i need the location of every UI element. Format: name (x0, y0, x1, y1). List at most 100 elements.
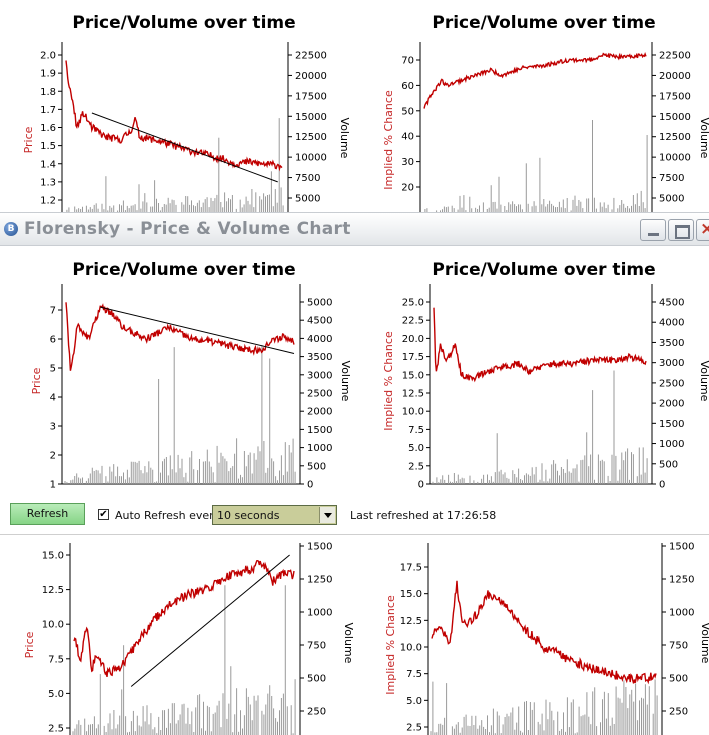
price-chart-1: 2.0 1.9 1.8 1.7 1.6 1.5 1.4 1.3 1.2 22500 20000 175… (22, 42, 351, 212)
y-tick-label: 4 (50, 393, 56, 404)
y-tick-label: 7 (50, 306, 56, 317)
interval-dropdown[interactable]: 10 seconds (212, 505, 337, 525)
volume-tick-label: 250 (307, 707, 326, 718)
auto-refresh-label: Auto Refresh every (115, 509, 221, 522)
volume-tick-label: 20000 (295, 71, 327, 82)
volume-axis-label: Volume (339, 361, 352, 402)
volume-tick-label: 15000 (659, 112, 691, 123)
volume-tick-label: 5000 (659, 194, 684, 205)
volume-tick-label: 4000 (307, 334, 332, 345)
volume-tick-label: 3000 (307, 370, 332, 381)
window-titlebar[interactable]: B Florensky - Price & Volume Chart (0, 212, 709, 246)
y-tick-label: 50 (401, 106, 414, 117)
volume-tick-label: 4000 (659, 318, 684, 329)
minimize-button[interactable] (640, 219, 666, 241)
y-tick-label: 12.5 (402, 389, 424, 400)
volume-tick-label: 12500 (295, 132, 327, 143)
chevron-down-icon[interactable] (319, 507, 335, 523)
volume-tick-label: 1250 (307, 575, 332, 586)
volume-tick-label: 1000 (307, 443, 332, 454)
price-line (65, 302, 295, 371)
y-tick-label: 1.9 (40, 69, 56, 80)
y-tick-label: 1.4 (40, 159, 56, 170)
volume-tick-label: 2000 (659, 399, 684, 410)
y-tick-label: 12.5 (400, 616, 422, 627)
volume-tick-label: 1000 (307, 608, 332, 619)
y-tick-label: 15.0 (42, 551, 64, 562)
chance-chart-1: 70 60 50 40 30 20 22500 20000 17500 15000 12500 100… (382, 42, 709, 212)
y-tick-label: 10.0 (402, 407, 424, 418)
trend-line (130, 554, 290, 687)
volume-tick-label: 17500 (659, 91, 691, 102)
volume-tick-label: 1500 (307, 542, 332, 553)
y-tick-label: 2.5 (408, 461, 424, 472)
y-tick-label: 17.5 (402, 352, 424, 363)
volume-axis-label: Volume (698, 361, 709, 402)
chance-chart-2: 25.0 22.5 20.0 17.5 15.0 12.5 10.0 7.5 5.0 2.5 0 45… (382, 284, 709, 491)
volume-tick-label: 4500 (307, 316, 332, 327)
refresh-button[interactable]: Refresh (10, 503, 85, 525)
price-line (423, 51, 647, 109)
y-axis-label: Implied % Chance (382, 331, 395, 431)
volume-tick-label: 10000 (659, 153, 691, 164)
y-tick-label: 7.5 (408, 425, 424, 436)
y-tick-label: 1.8 (40, 87, 56, 98)
chart-title: Price/Volume over time (72, 260, 295, 280)
y-tick-label: 20.0 (402, 334, 424, 345)
y-tick-label: 1.7 (40, 105, 56, 116)
y-tick-label: 2 (50, 451, 56, 462)
y-tick-label: 17.5 (400, 563, 422, 574)
volume-tick-label: 2500 (307, 389, 332, 400)
y-tick-label: 5.0 (48, 689, 64, 700)
y-tick-label: 2.5 (406, 723, 422, 734)
close-button[interactable] (696, 219, 709, 241)
y-tick-label: 1.2 (40, 196, 56, 207)
interval-value: 10 seconds (217, 509, 280, 522)
window-title: Florensky - Price & Volume Chart (24, 219, 351, 239)
trend-line (91, 112, 278, 183)
y-tick-label: 10.0 (42, 620, 64, 631)
volume-axis-label: Volume (338, 118, 351, 159)
volume-tick-label: 15000 (295, 112, 327, 123)
auto-refresh-checkbox[interactable]: ✔ (98, 509, 109, 520)
trend-line (100, 306, 295, 354)
volume-tick-label: 1500 (659, 419, 684, 430)
y-tick-label: 5 (50, 364, 56, 375)
volume-tick-label: 3500 (307, 352, 332, 363)
chart-title: Price/Volume over time (432, 13, 655, 33)
volume-tick-label: 250 (669, 707, 688, 718)
price-chart-3: 15.0 12.5 10.0 7.5 5.0 2.5 1500 1250 1000 750 500 2… (23, 542, 355, 735)
y-tick-label: 25.0 (402, 298, 424, 309)
volume-tick-label: 2500 (659, 378, 684, 389)
price-line (65, 60, 283, 172)
volume-tick-label: 5000 (295, 194, 320, 205)
chart-panel-main: Price/Volume over time Price/Volume over… (0, 246, 709, 502)
y-axis-label: Price (23, 631, 36, 658)
y-tick-label: 1.6 (40, 123, 56, 134)
volume-tick-label: 12500 (659, 132, 691, 143)
volume-tick-label: 0 (659, 480, 665, 491)
volume-tick-label: 750 (307, 641, 326, 652)
volume-tick-label: 0 (307, 480, 313, 491)
volume-axis-label: Volume (698, 118, 709, 159)
chart-panel-top: Price/Volume over time Price/Volume over… (0, 0, 709, 212)
volume-tick-label: 2000 (307, 407, 332, 418)
chart-panel-bottom: 15.0 12.5 10.0 7.5 5.0 2.5 1500 1250 1000 750 500 2… (0, 535, 709, 735)
maximize-button[interactable] (668, 219, 694, 241)
volume-tick-label: 20000 (659, 71, 691, 82)
app-icon: B (4, 222, 18, 236)
y-tick-label: 2.5 (48, 724, 64, 735)
volume-tick-label: 1500 (669, 542, 694, 553)
y-tick-label: 20 (401, 183, 414, 194)
y-tick-label: 60 (401, 81, 414, 92)
volume-tick-label: 500 (669, 674, 688, 685)
volume-tick-label: 500 (659, 459, 678, 470)
volume-tick-label: 500 (307, 461, 326, 472)
y-tick-label: 0 (418, 480, 424, 491)
y-axis-label: Implied % Chance (382, 90, 395, 190)
volume-tick-label: 4500 (659, 298, 684, 309)
volume-tick-label: 1250 (669, 575, 694, 586)
y-tick-label: 5.0 (408, 443, 424, 454)
refresh-toolbar (0, 502, 709, 535)
last-refreshed-text: Last refreshed at 17:26:58 (350, 509, 497, 522)
